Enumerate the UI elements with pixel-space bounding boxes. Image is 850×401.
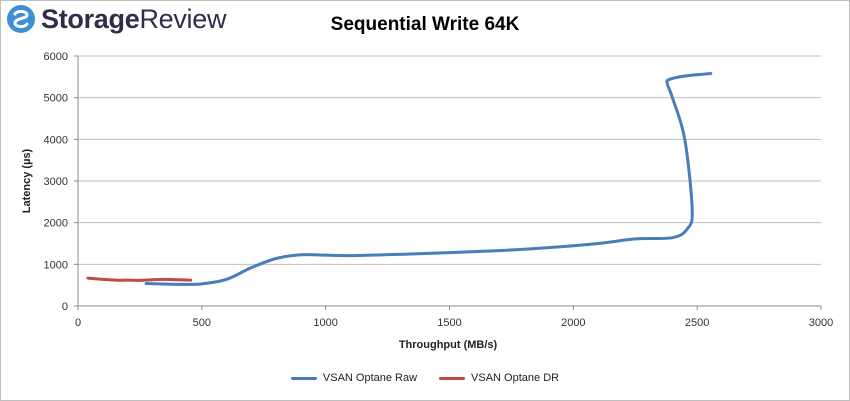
- legend-label-raw: VSAN Optane Raw: [322, 372, 418, 384]
- logo-wordmark: StorageReview: [41, 3, 227, 34]
- x-tick-label-6: 3000: [809, 317, 833, 329]
- y-tick-label-5: 5000: [44, 93, 68, 105]
- gridlines: [78, 55, 821, 265]
- x-tick-labels: 0 500 1000 1500 2000 2500 3000: [75, 317, 833, 329]
- legend-swatch-raw: [290, 376, 317, 380]
- y-axis-label: Latency (µs): [21, 148, 33, 213]
- x-tick-label-2: 1000: [313, 317, 337, 329]
- legend-item-dr: VSAN Optane DR: [439, 372, 559, 384]
- x-axis-label: Throughput (MB/s): [399, 339, 498, 351]
- y-tick-label-2: 2000: [44, 218, 68, 230]
- axes: [74, 55, 822, 310]
- x-tick-label-5: 2500: [685, 317, 709, 329]
- x-tick-label-1: 500: [193, 317, 211, 329]
- y-tick-labels: 0 1000 2000 3000 4000 5000 6000: [44, 51, 68, 313]
- logo-swirl-icon: [7, 5, 35, 33]
- x-tick-label-4: 2000: [561, 317, 585, 329]
- chart-title: Sequential Write 64K: [330, 14, 520, 35]
- x-tick-label-3: 1500: [437, 317, 461, 329]
- legend-label-dr: VSAN Optane DR: [471, 372, 560, 384]
- x-tick-label-0: 0: [75, 317, 81, 329]
- legend: VSAN Optane Raw VSAN Optane DR: [0, 372, 850, 384]
- legend-item-raw: VSAN Optane Raw: [290, 372, 418, 384]
- storagereview-logo: StorageReview: [6, 4, 226, 34]
- series-lines: [86, 72, 713, 286]
- series-line-1: [86, 276, 193, 282]
- y-tick-label-6: 6000: [44, 51, 68, 63]
- legend-swatch-dr: [439, 376, 466, 380]
- y-tick-label-1: 1000: [44, 259, 68, 271]
- y-tick-label-4: 4000: [44, 134, 68, 146]
- y-tick-label-3: 3000: [44, 176, 68, 188]
- series-line-0: [144, 72, 713, 286]
- y-tick-label-0: 0: [62, 301, 68, 313]
